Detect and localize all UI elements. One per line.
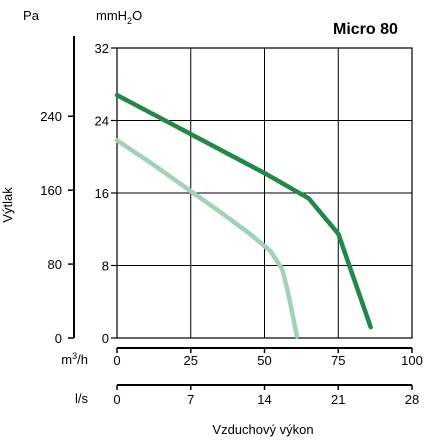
pa-tick-label: 160 bbox=[40, 183, 62, 198]
mmh2o-axis-unit: mmH2O bbox=[96, 8, 142, 26]
ls-tick-label: 21 bbox=[331, 392, 345, 407]
pa-tick-label: 240 bbox=[40, 109, 62, 124]
ls-tick-label: 7 bbox=[187, 392, 194, 407]
m3h-tick-label: 75 bbox=[331, 353, 345, 368]
plot-grid bbox=[116, 47, 413, 339]
ls-tick-label: 0 bbox=[113, 392, 120, 407]
performance-curve-2 bbox=[114, 138, 300, 339]
chart-axes: 0 8 16 24 32 0 80 160 240 0 25 50 75 100 0 7 14 21 28 bbox=[40, 36, 423, 407]
ls-tick-label: 14 bbox=[257, 392, 271, 407]
mmh2o-tick-label: 24 bbox=[95, 114, 109, 129]
pa-tick-label: 80 bbox=[48, 257, 62, 272]
pa-tick-label: 0 bbox=[55, 331, 62, 346]
m3h-axis-unit: m3/h bbox=[61, 351, 88, 367]
chart-title: Micro 80 bbox=[333, 21, 398, 38]
m3h-tick-label: 100 bbox=[401, 353, 423, 368]
m3h-tick-label: 0 bbox=[113, 353, 120, 368]
ls-tick-label: 28 bbox=[405, 392, 419, 407]
y-axis-label: Výtlak bbox=[0, 187, 15, 223]
performance-curve-1 bbox=[114, 92, 373, 330]
mmh2o-tick-label: 0 bbox=[102, 331, 109, 346]
m3h-tick-label: 25 bbox=[184, 353, 198, 368]
performance-curves bbox=[114, 92, 373, 339]
mmh2o-tick-label: 32 bbox=[95, 41, 109, 56]
ls-axis-unit: l/s bbox=[75, 391, 89, 406]
mmh2o-tick-label: 16 bbox=[95, 186, 109, 201]
mmh2o-tick-label: 8 bbox=[102, 259, 109, 274]
pa-axis-unit: Pa bbox=[23, 8, 40, 23]
x-axis-label: Vzduchový výkon bbox=[212, 422, 313, 437]
m3h-tick-label: 50 bbox=[257, 353, 271, 368]
